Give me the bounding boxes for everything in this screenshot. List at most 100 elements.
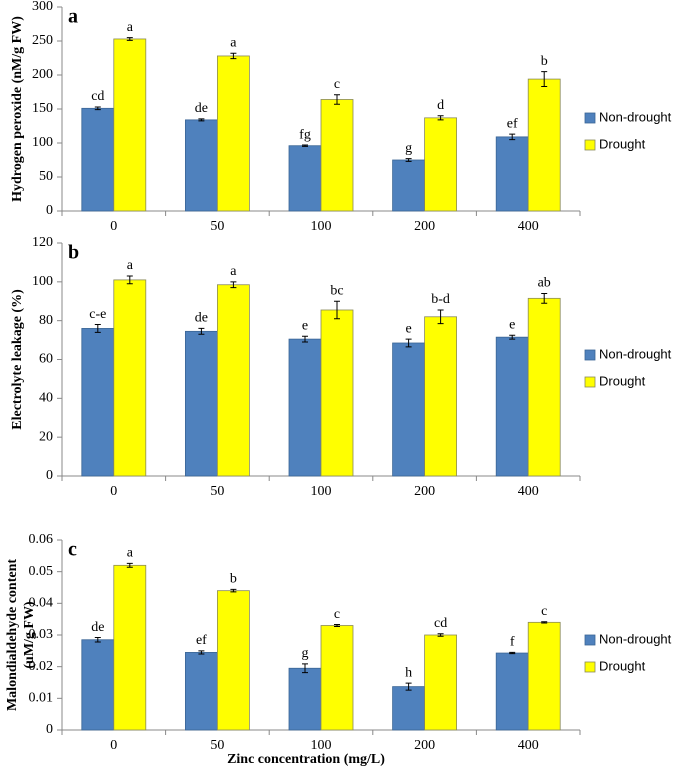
y-tick-label: 150 <box>32 101 53 116</box>
bar <box>495 336 529 477</box>
y-tick-label: 0.02 <box>29 659 54 674</box>
significance-letter: c-e <box>89 307 106 322</box>
x-tick-label: 0 <box>110 738 117 753</box>
error-bar <box>94 637 101 643</box>
error-bar <box>302 144 308 147</box>
x-tick-label: 50 <box>210 738 224 753</box>
error-bar <box>437 633 444 637</box>
y-tick-label: 200 <box>32 67 53 82</box>
significance-letter: f <box>510 635 515 650</box>
legend-swatch <box>584 112 596 124</box>
error-bar <box>541 621 548 624</box>
bar <box>320 99 354 212</box>
bar <box>320 309 354 477</box>
x-tick-label: 0 <box>110 484 117 499</box>
bar <box>527 78 561 212</box>
error-bar <box>230 52 237 60</box>
significance-letter: fg <box>299 127 311 142</box>
significance-letter: b <box>230 572 237 587</box>
error-bar <box>405 682 412 691</box>
bar <box>216 284 250 477</box>
significance-letter: ef <box>196 633 207 648</box>
y-tick-label: 120 <box>32 235 53 250</box>
bar <box>216 590 250 731</box>
y-axis-label: Malondialdehyde content <box>5 559 20 711</box>
significance-letter: g <box>405 141 412 156</box>
significance-letter: d <box>437 98 444 113</box>
x-tick-label: 100 <box>311 484 332 499</box>
significance-letter: c <box>334 607 340 622</box>
significance-letter: de <box>195 311 208 326</box>
y-tick-label: 100 <box>32 135 53 150</box>
y-tick-label: 300 <box>32 0 53 14</box>
y-tick-label: 0 <box>46 722 53 737</box>
legend-swatch <box>584 634 596 646</box>
significance-letter: ef <box>507 116 518 131</box>
error-bar <box>334 94 340 105</box>
y-tick-label: 50 <box>39 169 53 184</box>
significance-letter: g <box>302 646 309 661</box>
error-bar <box>405 158 412 162</box>
x-tick-label: 100 <box>311 738 332 753</box>
error-bar <box>302 335 308 343</box>
bar <box>392 159 426 212</box>
bar <box>184 330 218 477</box>
bar <box>392 686 426 731</box>
error-bar <box>94 324 101 333</box>
x-tick-label: 200 <box>414 219 435 234</box>
x-axis-label: Zinc concentration (mg/L) <box>227 752 385 767</box>
bar <box>424 117 458 212</box>
significance-letter: ab <box>538 276 551 291</box>
significance-letter: a <box>127 20 134 35</box>
legend-label: Drought <box>599 136 646 151</box>
legend-swatch <box>584 349 596 361</box>
y-tick-label: 0.03 <box>29 627 54 642</box>
error-bar <box>126 275 133 285</box>
error-bar <box>334 624 340 627</box>
error-bar <box>198 650 205 655</box>
legend-swatch <box>584 661 596 673</box>
legend-swatch <box>584 376 596 388</box>
x-tick-label: 0 <box>110 219 117 234</box>
y-tick-label: 0.01 <box>29 691 54 706</box>
x-tick-label: 400 <box>518 738 539 753</box>
bar <box>527 621 561 731</box>
significance-letter: cd <box>91 89 104 104</box>
bar <box>113 279 147 477</box>
y-tick-label: 40 <box>39 391 53 406</box>
legend-swatch <box>584 139 596 151</box>
legend-label: Non-drought <box>599 346 672 361</box>
x-tick-label: 50 <box>210 484 224 499</box>
bar <box>527 297 561 477</box>
bar <box>81 639 115 731</box>
legend-label: Drought <box>599 373 646 388</box>
y-tick-label: 0.04 <box>29 596 54 611</box>
y-tick-label: 80 <box>39 313 53 328</box>
error-bar <box>334 300 340 320</box>
significance-letter: b-d <box>431 292 450 307</box>
bar <box>495 136 529 212</box>
significance-letter: a <box>127 546 134 561</box>
significance-letter: a <box>127 258 134 273</box>
error-bar <box>437 115 444 121</box>
bar <box>113 564 147 731</box>
bar <box>216 55 250 212</box>
significance-letter: cd <box>434 616 447 631</box>
significance-letter: c <box>541 604 547 619</box>
bar <box>392 342 426 477</box>
significance-letter: a <box>230 264 237 279</box>
panel-label: b <box>68 242 79 264</box>
significance-letter: e <box>509 317 515 332</box>
significance-letter: b <box>541 54 548 69</box>
error-bar <box>541 292 548 304</box>
bar <box>81 107 115 212</box>
bar <box>424 316 458 477</box>
y-tick-label: 60 <box>39 352 53 367</box>
panel-label: a <box>68 6 78 28</box>
significance-letter: e <box>405 321 411 336</box>
y-axis-label: Electrolyte leakage (%) <box>10 289 25 430</box>
x-tick-label: 200 <box>414 484 435 499</box>
error-bar <box>198 118 205 122</box>
bar <box>320 625 354 731</box>
